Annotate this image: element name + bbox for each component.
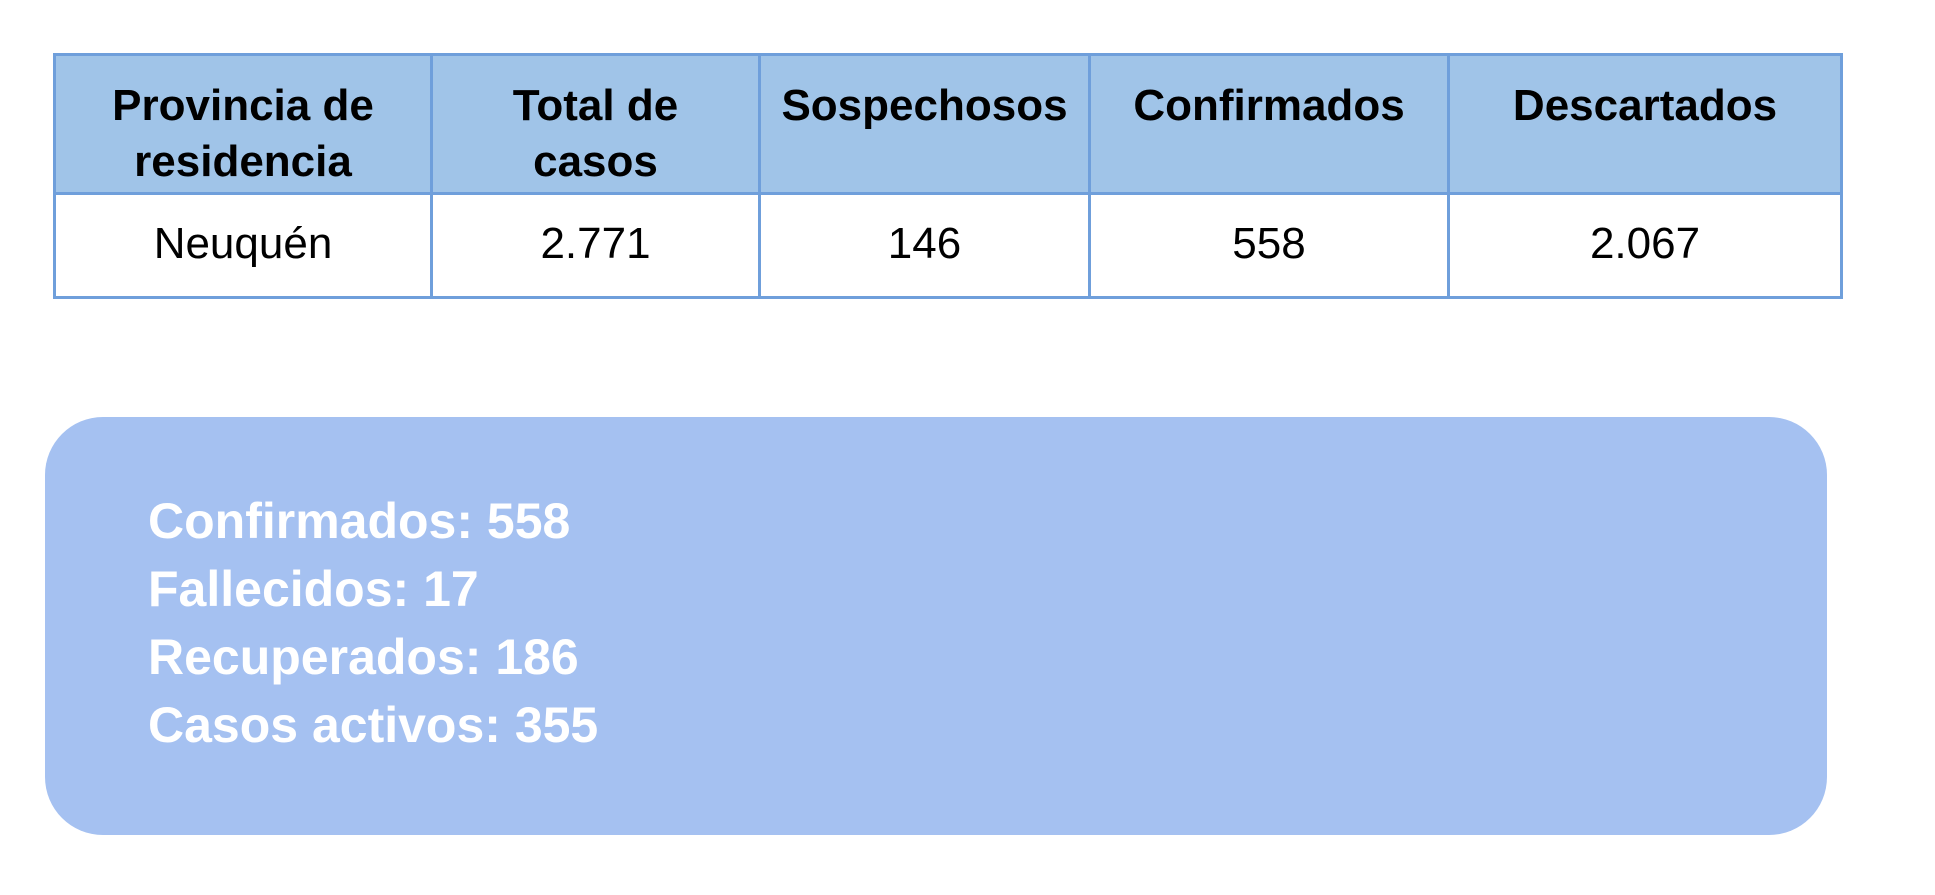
column-header-total-de-casos: Total de casos — [430, 53, 761, 195]
cell-provincia: Neuquén — [53, 191, 433, 299]
cell-total-de-casos: 2.771 — [430, 191, 761, 299]
summary-line-confirmados: Confirmados: 558 — [148, 493, 571, 549]
summary-line-fallecidos: Fallecidos: 17 — [148, 561, 479, 617]
column-header-provincia-de-residencia: Provincia de residencia — [53, 53, 433, 195]
cases-table: Provincia de residencia Total de casos S… — [53, 53, 1843, 299]
column-header-descartados: Descartados — [1447, 53, 1843, 195]
summary-line-casos-activos: Casos activos: 355 — [148, 697, 599, 753]
column-header-sospechosos: Sospechosos — [758, 53, 1091, 195]
table-row: Neuquén 2.771 146 558 2.067 — [53, 191, 1843, 299]
table-header-row: Provincia de residencia Total de casos S… — [53, 53, 1843, 195]
cell-descartados: 2.067 — [1447, 191, 1843, 299]
summary-box: Confirmados: 558 Fallecidos: 17 Recupera… — [45, 417, 1827, 835]
summary-line-recuperados: Recuperados: 186 — [148, 629, 579, 685]
cell-sospechosos: 146 — [758, 191, 1091, 299]
column-header-confirmados: Confirmados — [1088, 53, 1450, 195]
cell-confirmados: 558 — [1088, 191, 1450, 299]
